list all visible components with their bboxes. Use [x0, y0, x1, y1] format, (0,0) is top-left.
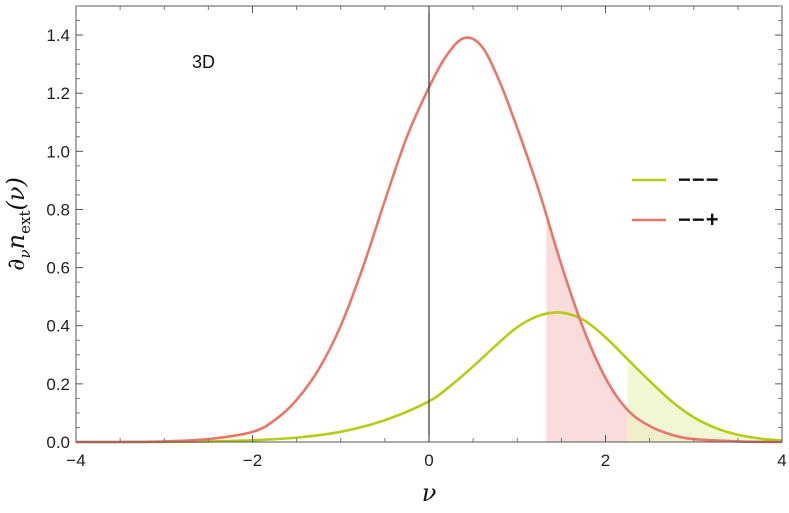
- y-title-n: n: [2, 234, 30, 249]
- x-tick-label: 4: [777, 451, 786, 470]
- y-title-partial: ∂: [2, 258, 30, 270]
- y-tick-label: 0.2: [46, 375, 70, 394]
- y-tick-label: 0.8: [46, 200, 70, 219]
- legend: −−− −−+: [632, 167, 720, 232]
- annotation-3d: 3D: [192, 52, 215, 72]
- x-tick-label: 0: [424, 451, 433, 470]
- x-tick-label: −4: [66, 451, 85, 470]
- y-title-arg: (ν): [2, 177, 30, 210]
- y-tick-label: 0.0: [46, 433, 70, 452]
- y-tick-label: 0.4: [46, 317, 70, 336]
- shaded-area-1: [546, 215, 782, 442]
- legend-label-0: −−−: [678, 167, 720, 192]
- x-tick-label: −2: [243, 451, 262, 470]
- shading-layer: [546, 215, 782, 442]
- legend-label-1: −−+: [678, 207, 720, 232]
- y-title-sub-nu: ν: [16, 249, 34, 258]
- x-axis-title: ν: [422, 479, 437, 507]
- shaded-area-0: [627, 359, 782, 442]
- x-tick-label: 2: [601, 451, 610, 470]
- y-tick-label: 0.6: [46, 259, 70, 278]
- ticks-layer: −4 −2 0 2 4 0.0 0.2 0.4 0.6 0.8 1.0 1.2 1.4: [46, 5, 787, 470]
- y-title-sub-ext: ext: [16, 210, 34, 233]
- y-axis-title: ∂νnext(ν): [2, 177, 34, 271]
- y-tick-label: 1.0: [46, 142, 70, 161]
- y-tick-label: 1.2: [46, 84, 70, 103]
- series-line-1: [75, 36, 783, 444]
- y-tick-label: 1.4: [46, 26, 70, 45]
